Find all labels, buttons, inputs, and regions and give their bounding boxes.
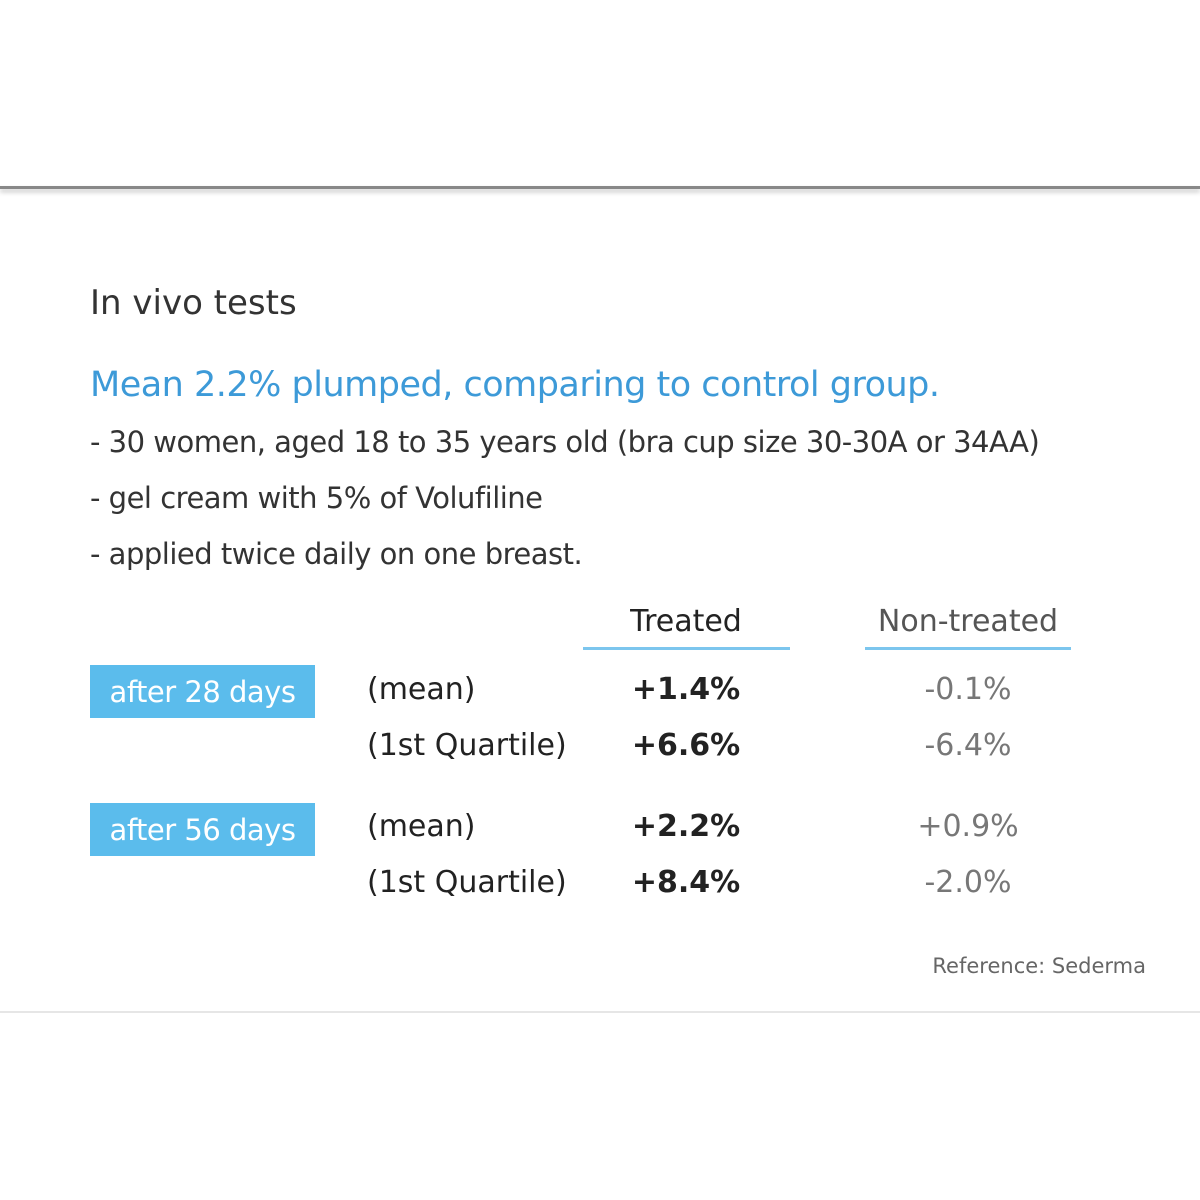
group-label: after 28 days bbox=[90, 665, 315, 718]
bullet: - applied twice daily on one breast. bbox=[90, 537, 583, 571]
treated-value: +6.6% bbox=[631, 728, 741, 763]
row-label: (1st Quartile) bbox=[367, 865, 567, 900]
column-header: Treated bbox=[630, 604, 742, 639]
column-header: Non-treated bbox=[877, 604, 1059, 639]
row-label: (mean) bbox=[367, 672, 476, 707]
bullet: - gel cream with 5% of Volufiline bbox=[90, 481, 543, 515]
non-treated-value: +0.9% bbox=[917, 809, 1019, 844]
bullet: - 30 women, aged 18 to 35 years old (bra… bbox=[90, 425, 1040, 459]
treated-value: +8.4% bbox=[631, 865, 741, 900]
group-label: after 56 days bbox=[90, 803, 315, 856]
non-treated-value: -0.1% bbox=[924, 672, 1012, 707]
non-treated-value: -2.0% bbox=[924, 865, 1012, 900]
non-treated-value: -6.4% bbox=[924, 728, 1012, 763]
top-rule bbox=[0, 186, 1200, 189]
row-label: (1st Quartile) bbox=[367, 728, 567, 763]
header-underline bbox=[583, 647, 790, 650]
row-label: (mean) bbox=[367, 809, 476, 844]
treated-value: +1.4% bbox=[631, 672, 741, 707]
treated-value: +2.2% bbox=[631, 809, 741, 844]
header-underline bbox=[865, 647, 1071, 650]
title: In vivo tests bbox=[90, 283, 297, 323]
bottom-rule bbox=[0, 1011, 1200, 1013]
reference: Reference: Sederma bbox=[932, 954, 1146, 978]
headline: Mean 2.2% plumped, comparing to control … bbox=[90, 365, 940, 405]
